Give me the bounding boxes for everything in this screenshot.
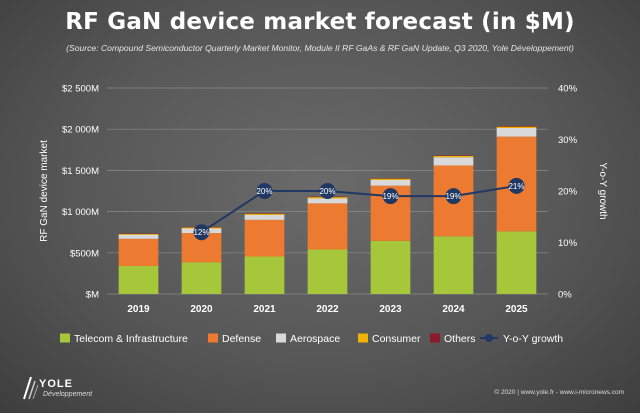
bar-segment <box>496 127 537 137</box>
bar-segment <box>433 157 474 166</box>
bar-segment <box>118 238 159 266</box>
bar-segment <box>370 179 411 186</box>
bar-segment <box>244 219 285 257</box>
legend-swatch <box>276 333 286 343</box>
brand-logo: YOLE Développement <box>21 375 92 406</box>
legend-label: Aerospace <box>290 333 340 345</box>
x-tick-label: 2020 <box>190 304 213 315</box>
bar-segment <box>370 240 411 294</box>
growth-data-label: 19% <box>445 192 461 201</box>
y-axis-label: RF GaN device market <box>39 140 50 242</box>
bar-segment <box>433 236 474 294</box>
x-tick-label: 2025 <box>505 304 528 315</box>
y-tick-label: $1 000M <box>62 207 99 218</box>
growth-marker <box>445 188 462 205</box>
bar-segment <box>307 198 348 204</box>
bar-segment <box>244 256 285 294</box>
bar-segment <box>118 233 159 235</box>
y-tick-label: $2 500M <box>62 84 99 95</box>
y2-tick-label: 20% <box>558 187 578 198</box>
x-tick-label: 2019 <box>127 304 150 315</box>
y2-tick-label: 0% <box>558 290 572 301</box>
bar-segment <box>307 249 348 294</box>
bar-segment <box>307 203 348 250</box>
y2-axis-label: Y-o-Y growth <box>597 162 608 219</box>
legend-label: Y-o-Y growth <box>503 333 563 345</box>
y2-tick-label: 10% <box>558 238 578 249</box>
bar-segment <box>496 126 537 127</box>
growth-data-label: 20% <box>319 187 335 196</box>
bar-segment <box>496 126 537 128</box>
bar-segment <box>433 155 474 158</box>
y-tick-label: $500M <box>70 248 99 259</box>
legend-label: Telecom & Infrastructure <box>74 333 188 345</box>
bar-segment <box>244 213 285 215</box>
bar-segment <box>496 231 537 294</box>
legend-swatch <box>60 333 70 343</box>
growth-marker <box>319 183 336 199</box>
legend-label: Others <box>444 333 476 345</box>
y2-tick-label: 30% <box>558 135 578 146</box>
bar-segment <box>118 234 159 239</box>
x-tick-label: 2021 <box>253 304 276 315</box>
x-tick-label: 2023 <box>379 304 402 315</box>
growth-data-label: 21% <box>508 182 524 191</box>
bar-segment <box>244 214 285 220</box>
copyright-text: © 2020 | www.yole.fr - www.i-micronews.c… <box>494 389 624 396</box>
brand-name: YOLE <box>39 378 73 390</box>
growth-marker <box>508 177 525 194</box>
legend-label: Consumer <box>372 333 421 345</box>
chart-title: RF GaN device market forecast (in $M) <box>65 9 575 35</box>
y-tick-label: $M <box>86 290 99 301</box>
x-tick-label: 2024 <box>442 304 465 315</box>
chart-subtitle: (Source: Compound Semiconductor Quarterl… <box>66 43 574 53</box>
growth-data-label: 20% <box>256 187 272 196</box>
growth-marker <box>382 188 399 205</box>
bar-segment <box>370 178 411 180</box>
growth-marker <box>256 183 273 199</box>
y-tick-label: $1 500M <box>62 166 99 177</box>
growth-data-label: 19% <box>382 192 398 201</box>
yole-logo-icon <box>23 376 39 400</box>
brand-tagline: Développement <box>43 391 93 398</box>
y-tick-label: $2 000M <box>62 125 99 136</box>
growth-line <box>200 184 517 234</box>
growth-marker <box>193 224 210 241</box>
y2-tick-label: 40% <box>558 84 578 95</box>
legend-marker-swatch <box>485 334 493 342</box>
legend-swatch <box>430 333 440 343</box>
legend-swatch <box>208 333 218 343</box>
legend-label: Defense <box>222 333 261 345</box>
bar-segment <box>181 262 222 294</box>
x-tick-label: 2022 <box>316 304 339 315</box>
growth-data-label: 12% <box>193 228 209 237</box>
bar-segment <box>118 265 159 294</box>
legend-swatch <box>358 333 368 343</box>
